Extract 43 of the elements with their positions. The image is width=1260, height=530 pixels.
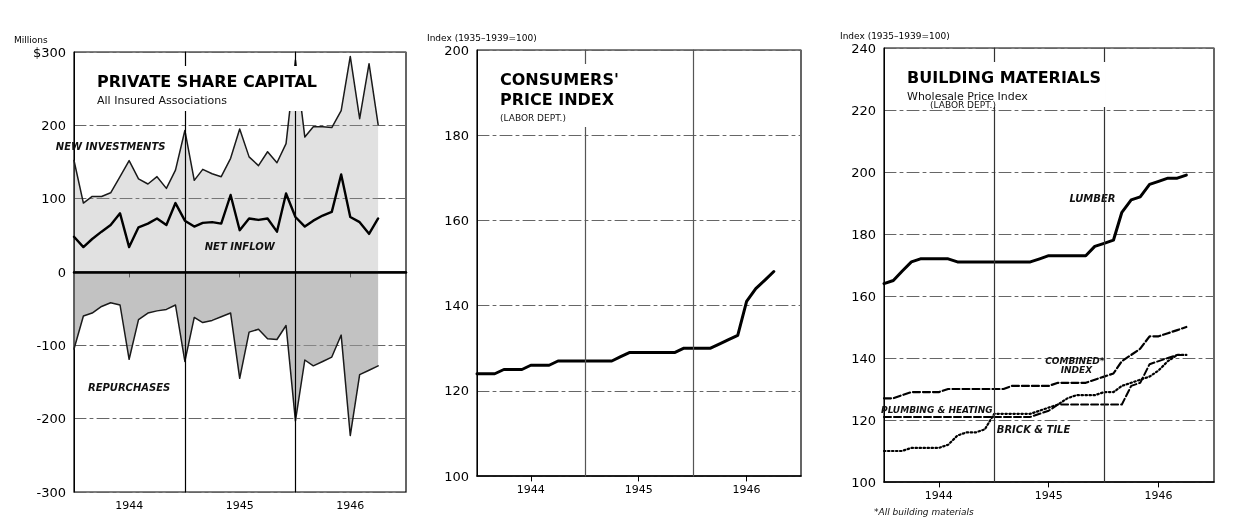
y-tick-label: 100	[444, 468, 469, 484]
y-tick-label: -300	[36, 484, 66, 500]
y-tick-label: 220	[851, 102, 876, 118]
text: CONSUMERS' PRICE INDEX	[500, 69, 625, 109]
y-tick-label: 200	[41, 117, 66, 133]
series-label: BRICK & TILE	[996, 424, 1071, 436]
x-tick-label: 1945	[624, 483, 653, 496]
y-tick-label: 100	[41, 191, 66, 207]
x-tick-label: 1944	[115, 499, 144, 512]
y-tick-label: 0	[57, 264, 66, 280]
x-tick-label: 1944	[924, 489, 953, 502]
text: All Insured Associations	[97, 94, 228, 107]
y-axis-title: Millions	[14, 34, 48, 45]
y-tick-label: 180	[851, 226, 876, 242]
y-tick-label: -100	[36, 337, 66, 353]
x-tick-label: 1946	[732, 483, 761, 496]
y-tick-label: 180	[444, 127, 469, 143]
text: REPURCHASES	[87, 381, 171, 393]
x-tick-label: 1946	[1144, 489, 1173, 502]
x-tick-label: 1946	[336, 499, 365, 512]
text: BUILDING MATERIALS	[907, 67, 1101, 87]
y-tick-label: 140	[851, 350, 876, 366]
x-tick-label: 1945	[225, 499, 254, 512]
text: *All building materials	[874, 506, 974, 517]
text: PRIVATE SHARE CAPITAL	[97, 71, 318, 91]
y-tick-label: -200	[36, 411, 66, 427]
y-tick-label: 120	[851, 412, 876, 428]
x-tick-label: 1945	[1034, 489, 1063, 502]
y-tick-label: $300	[32, 44, 66, 60]
series-label: COMBINED* INDEX	[1045, 356, 1108, 376]
y-tick-label: 120	[444, 383, 469, 399]
y-axis-title: Index (1935–1939=100)	[427, 32, 537, 43]
y-tick-label: 140	[444, 298, 469, 314]
y-tick-label: 200	[444, 42, 469, 58]
y-tick-label: 100	[851, 474, 876, 490]
text: (LABOR DEPT.)	[500, 112, 566, 123]
y-tick-label: 160	[851, 288, 876, 304]
y-tick-label: 200	[851, 164, 876, 180]
x-tick-label: 1944	[516, 483, 545, 496]
y-tick-label: 240	[851, 40, 876, 56]
y-axis-title: Index (1935–1939=100)	[840, 30, 950, 41]
series-label: NET INFLOW	[204, 240, 276, 252]
y-tick-label: 160	[444, 212, 469, 228]
